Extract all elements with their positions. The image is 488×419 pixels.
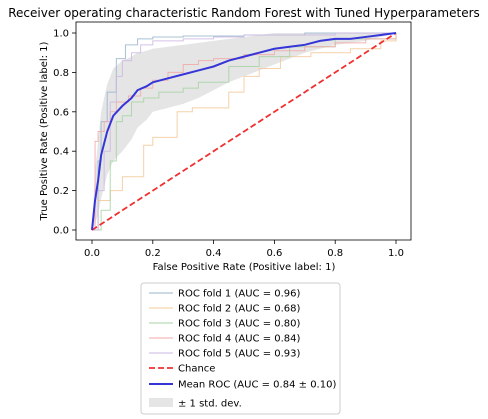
legend: ROC fold 1 (AUC = 0.96) ROC fold 2 (AUC =… xyxy=(140,282,341,415)
x-axis-label: False Positive Rate (Positive label: 1) xyxy=(153,262,336,273)
legend-swatch xyxy=(149,398,173,407)
legend-label: Chance xyxy=(178,364,215,375)
y-tick-label: 1.0 xyxy=(53,29,69,40)
y-tick-label: 0.0 xyxy=(53,226,69,237)
y-tick-label: 0.6 xyxy=(53,107,69,118)
chart-title: Receiver operating characteristic Random… xyxy=(8,6,480,20)
series-line-5 xyxy=(92,32,396,231)
y-tick-label: 0.8 xyxy=(53,68,69,79)
legend-label: ROC fold 3 (AUC = 0.80) xyxy=(178,319,301,330)
y-tick-label: 0.2 xyxy=(53,186,69,197)
axes-layer: 0.0 0.2 0.4 0.6 0.8 1.0 0.0 0.2 0.4 0.6 0.8 1.0 xyxy=(53,29,404,260)
legend-label: ± 1 std. dev. xyxy=(178,399,242,410)
series-layer xyxy=(91,32,397,231)
y-tick-label: 0.4 xyxy=(53,147,69,158)
series-line-2 xyxy=(92,33,397,231)
legend-label: ROC fold 4 (AUC = 0.84) xyxy=(178,334,301,345)
legend-label: ROC fold 5 (AUC = 0.93) xyxy=(178,349,301,360)
series-line-3 xyxy=(92,33,397,231)
std-band-layer xyxy=(92,33,396,230)
series-line-4 xyxy=(92,33,397,231)
x-tick-label: 0.4 xyxy=(206,248,222,259)
x-tick-label: 0.6 xyxy=(266,248,282,259)
legend-frame xyxy=(140,282,341,415)
legend-label: ROC fold 2 (AUC = 0.68) xyxy=(178,304,301,315)
plot-frame xyxy=(75,21,412,241)
y-axis-label: True Positive Rate (Positive label: 1) xyxy=(39,41,50,221)
legend-label: Mean ROC (AUC = 0.84 ± 0.10) xyxy=(178,380,336,391)
x-tick-label: 0.8 xyxy=(327,248,343,259)
x-tick-label: 0.0 xyxy=(84,248,100,259)
x-tick-label: 0.2 xyxy=(145,248,161,259)
std-band xyxy=(92,33,396,230)
series-line-6 xyxy=(91,32,397,231)
x-tick-label: 1.0 xyxy=(388,248,404,259)
legend-label: ROC fold 1 (AUC = 0.96) xyxy=(178,289,301,300)
series-line-7 xyxy=(91,32,397,231)
